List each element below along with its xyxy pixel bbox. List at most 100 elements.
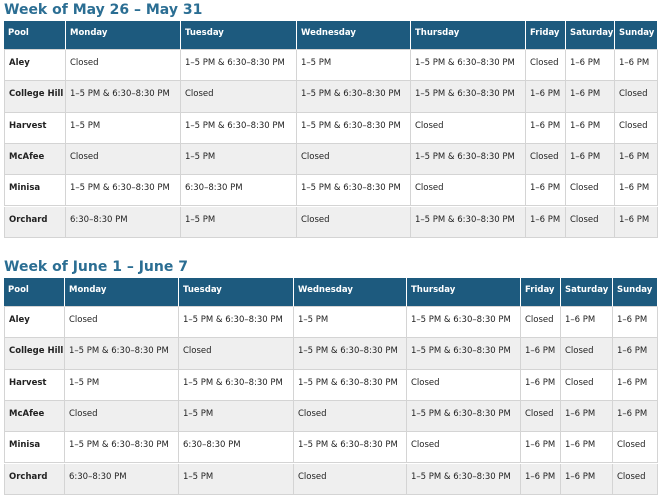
pool-name: College Hill [4,338,65,370]
hours-cell: 1–5 PM & 6:30–8:30 PM [179,307,294,339]
hours-cell: 1–6 PM [526,81,566,113]
hours-cell: 1–5 PM & 6:30–8:30 PM [407,307,521,339]
hours-cell: Closed [411,112,526,144]
hours-cell: Closed [297,206,411,238]
hours-cell: Closed [65,307,179,339]
hours-cell: Closed [613,463,658,495]
hours-cell: 1–5 PM [179,463,294,495]
hours-cell: 1–5 PM [181,143,297,176]
column-header: Sunday [615,21,658,50]
hours-cell: 1–6 PM [521,338,561,370]
column-header: Tuesday [181,21,297,50]
hours-cell: Closed [65,400,179,433]
hours-cell: 1–5 PM & 6:30–8:30 PM [407,400,521,433]
hours-cell: Closed [297,143,411,176]
hours-cell: 6:30–8:30 PM [66,206,181,238]
hours-cell: 1–6 PM [561,400,613,433]
column-header: Saturday [566,21,615,50]
hours-cell: Closed [615,112,658,144]
hours-cell: 1–5 PM & 6:30–8:30 PM [181,50,297,82]
hours-cell: Closed [526,143,566,176]
hours-cell: 1–6 PM [615,143,658,176]
hours-cell: 1–5 PM & 6:30–8:30 PM [407,463,521,495]
pool-name: College Hill [4,81,66,113]
hours-cell: 6:30–8:30 PM [179,432,294,464]
hours-cell: 1–5 PM & 6:30–8:30 PM [181,112,297,144]
hours-cell: Closed [561,369,613,401]
hours-cell: Closed [521,307,561,339]
pool-name: Harvest [4,369,65,401]
hours-cell: Closed [613,432,658,464]
hours-cell: 1–5 PM & 6:30–8:30 PM [411,81,526,113]
hours-cell: 1–5 PM & 6:30–8:30 PM [66,175,181,207]
hours-cell: Closed [294,400,407,433]
hours-cell: Closed [615,81,658,113]
hours-cell: 1–6 PM [521,463,561,495]
hours-cell: Closed [566,206,615,238]
hours-cell: 1–5 PM & 6:30–8:30 PM [65,338,179,370]
pool-name: McAfee [4,143,66,176]
hours-cell: 1–6 PM [526,112,566,144]
hours-cell: 1–6 PM [526,206,566,238]
pool-name: McAfee [4,400,65,433]
hours-cell: 1–6 PM [561,463,613,495]
hours-cell: Closed [526,50,566,82]
hours-cell: 1–5 PM [181,206,297,238]
hours-cell: 1–6 PM [615,206,658,238]
pool-name: Harvest [4,112,66,144]
week-title: Week of June 1 – June 7 [4,259,188,275]
hours-cell: 1–6 PM [526,175,566,207]
column-header: Wednesday [297,21,411,50]
hours-cell: 1–5 PM & 6:30–8:30 PM [294,432,407,464]
hours-cell: 1–6 PM [615,175,658,207]
hours-cell: 1–5 PM & 6:30–8:30 PM [407,338,521,370]
column-header: Pool [4,21,66,50]
pool-name: Orchard [4,206,66,238]
hours-cell: Closed [521,400,561,433]
column-header: Friday [526,21,566,50]
hours-cell: 6:30–8:30 PM [181,175,297,207]
hours-cell: 1–5 PM [66,112,181,144]
hours-cell: 1–6 PM [566,81,615,113]
column-header: Monday [66,21,181,50]
hours-cell: 1–6 PM [613,400,658,433]
hours-cell: 1–6 PM [566,143,615,176]
hours-cell: 1–5 PM & 6:30–8:30 PM [294,369,407,401]
hours-cell: 1–6 PM [613,369,658,401]
hours-cell: Closed [179,338,294,370]
hours-cell: 1–6 PM [615,50,658,82]
column-header: Monday [65,278,179,307]
column-header: Pool [4,278,65,307]
hours-cell: Closed [66,143,181,176]
hours-cell: 1–5 PM & 6:30–8:30 PM [297,112,411,144]
hours-cell: 1–5 PM & 6:30–8:30 PM [66,81,181,113]
hours-cell: 1–5 PM [179,400,294,433]
hours-cell: 1–6 PM [521,369,561,401]
column-header: Wednesday [294,278,407,307]
hours-cell: Closed [294,463,407,495]
hours-cell: Closed [566,175,615,207]
hours-cell: 1–5 PM [65,369,179,401]
hours-cell: 6:30–8:30 PM [65,463,179,495]
pool-name: Aley [4,50,66,82]
hours-cell: 1–5 PM & 6:30–8:30 PM [179,369,294,401]
hours-cell: 1–5 PM & 6:30–8:30 PM [411,50,526,82]
hours-cell: 1–6 PM [566,112,615,144]
hours-cell: 1–5 PM & 6:30–8:30 PM [297,81,411,113]
pool-name: Minisa [4,432,65,464]
column-header: Thursday [407,278,521,307]
hours-cell: 1–6 PM [561,432,613,464]
pool-name: Minisa [4,175,66,207]
column-header: Saturday [561,278,613,307]
column-header: Sunday [613,278,658,307]
hours-cell: Closed [407,369,521,401]
hours-cell: Closed [407,432,521,464]
hours-cell: 1–6 PM [613,307,658,339]
column-header: Tuesday [179,278,294,307]
column-header: Thursday [411,21,526,50]
hours-cell: Closed [181,81,297,113]
hours-cell: 1–6 PM [521,432,561,464]
hours-cell: 1–5 PM & 6:30–8:30 PM [65,432,179,464]
hours-cell: 1–5 PM & 6:30–8:30 PM [411,206,526,238]
